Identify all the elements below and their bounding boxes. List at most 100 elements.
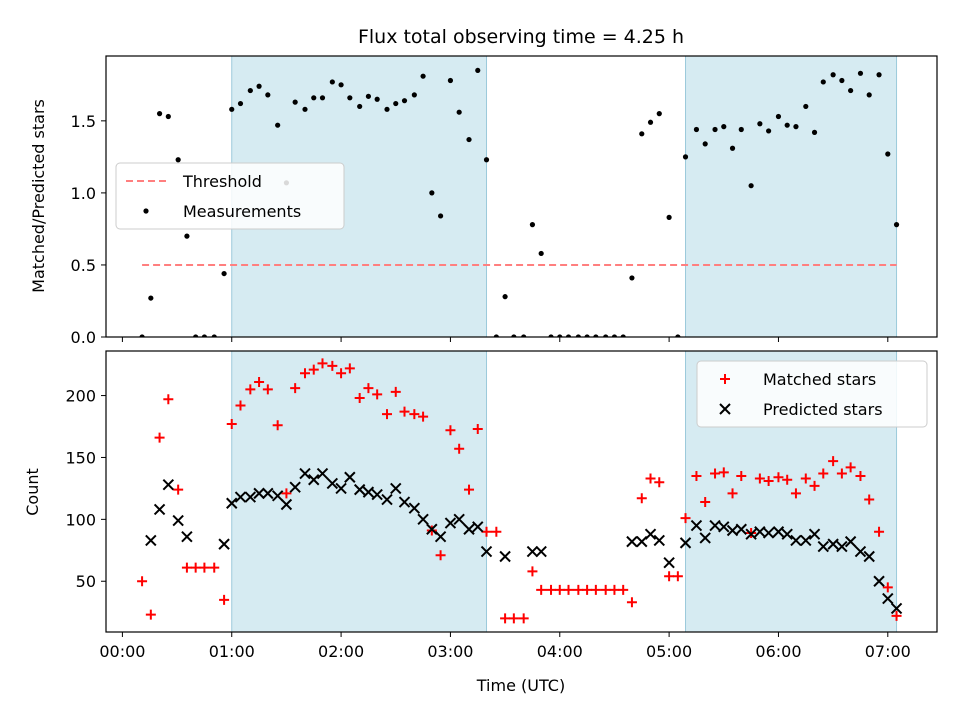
- bottom-matched-stars-point: [154, 432, 165, 443]
- bottom-matched-stars-point: [664, 571, 675, 582]
- bottom-matched-stars-point: [536, 584, 547, 595]
- top-measurements-point: [437, 213, 444, 219]
- top-measurements-point: [265, 92, 271, 98]
- top-measurements-point: [893, 222, 900, 228]
- top-measurements-point: [193, 334, 199, 337]
- bottom-predicted-stars-point: [335, 482, 347, 495]
- top-measurements-point: [374, 96, 380, 102]
- top-measurements-point: [702, 141, 708, 147]
- top-measurements-point: [784, 122, 790, 128]
- bottom-predicted-stars-point: [626, 535, 638, 548]
- top-measurements-point: [656, 111, 662, 117]
- chart-title: Flux total observing time = 4.25 h: [358, 26, 684, 48]
- top-measurements-point: [529, 222, 536, 228]
- top-measurements-point: [675, 334, 681, 337]
- bottom-matched-stars-point: [190, 562, 201, 573]
- top-measurements-point: [256, 83, 262, 89]
- top-measurements-point: [420, 73, 426, 79]
- top-axes-frame: [105, 55, 938, 338]
- bottom-predicted-stars-point: [808, 528, 821, 540]
- top-measurements-point: [156, 111, 163, 117]
- top-measurements-point: [475, 67, 481, 74]
- bottom-predicted-stars-point: [417, 513, 429, 526]
- bottom-matched-stars-point: [418, 411, 429, 422]
- top-measurements-point: [229, 106, 235, 112]
- bottom-matched-stars-point: [790, 488, 801, 499]
- top-measurements-point: [611, 334, 618, 337]
- bottom-predicted-stars-point: [844, 535, 857, 548]
- top-measurements-point: [830, 72, 836, 78]
- bottom-matched-stars-point: [327, 360, 338, 371]
- bottom-matched-stars-point: [626, 597, 637, 608]
- bottom-matched-stars-point: [563, 584, 574, 595]
- bottom-predicted-stars-point: [762, 527, 775, 539]
- bottom-matched-stars-point: [399, 406, 410, 417]
- bottom-predicted-stars-point: [244, 491, 257, 503]
- top-measurements-point: [483, 157, 490, 163]
- bottom-matched-stars-point: [137, 576, 148, 587]
- top-measurements-point: [148, 295, 154, 301]
- bottom-matched-stars-point: [472, 423, 483, 434]
- top-measurements-point: [712, 126, 718, 133]
- bottom-predicted-stars-point: [262, 487, 274, 500]
- bottom-predicted-stars-point: [882, 592, 894, 605]
- bottom-matched-stars-point: [836, 468, 847, 479]
- x-axis-label: Time (UTC): [476, 676, 565, 695]
- top-y-tick-label: 1.5: [71, 112, 96, 131]
- bottom-predicted-stars-point: [344, 471, 356, 483]
- top-measurements-point: [620, 334, 626, 337]
- x-tick-label: 05:00: [646, 642, 692, 661]
- bottom-matched-stars-point: [590, 584, 601, 595]
- bottom-matched-stars-point: [845, 462, 856, 473]
- bottom-matched-stars-point: [855, 471, 866, 482]
- top-y-axis-label: Matched/Predicted stars: [29, 99, 48, 293]
- top-measurements-point: [175, 157, 181, 163]
- top-measurements-point: [411, 92, 417, 98]
- legend-threshold-label: Threshold: [182, 172, 262, 191]
- top-measurements-point: [866, 92, 872, 98]
- legend-measurements-swatch: [143, 208, 149, 214]
- top-measurements-point: [466, 136, 472, 143]
- top-measurements-point: [275, 122, 281, 128]
- bottom-matched-stars-point: [727, 488, 738, 499]
- top-measurements-point: [820, 79, 826, 85]
- bottom-y-tick-label: 50: [76, 572, 96, 591]
- top-panel: 0.0 0.5 1.0 1.5 Threshold Measurements: [71, 55, 938, 347]
- bottom-points: [137, 358, 903, 624]
- top-measurements-point: [237, 100, 244, 107]
- bottom-matched-stars-point: [710, 468, 721, 479]
- top-measurements-point: [876, 72, 882, 78]
- bottom-predicted-stars-point: [434, 530, 447, 543]
- bottom-matched-stars-point: [691, 471, 702, 482]
- bottom-matched-stars-point: [500, 613, 511, 624]
- bottom-predicted-stars-point: [535, 545, 547, 558]
- bottom-matched-stars-point: [344, 363, 355, 374]
- bottom-predicted-stars-point: [526, 545, 539, 558]
- bottom-predicted-stars-point: [226, 497, 238, 509]
- bottom-predicted-stars-point: [453, 513, 465, 526]
- bottom-matched-stars-point: [609, 584, 620, 595]
- bottom-predicted-stars-point: [463, 523, 475, 535]
- top-observing-window-1: [685, 55, 898, 338]
- top-measurements-point: [775, 113, 782, 120]
- bottom-matched-stars-point: [718, 467, 729, 478]
- bottom-predicted-stars-point: [398, 496, 411, 508]
- x-tick-label: 07:00: [865, 642, 911, 661]
- bottom-legend: [696, 360, 928, 428]
- top-measurements-point: [639, 131, 645, 137]
- bottom-matched-stars-point: [209, 562, 220, 573]
- top-measurements-point: [857, 70, 864, 76]
- top-y-tick-label: 1.0: [71, 184, 96, 203]
- top-measurements-point: [748, 183, 754, 189]
- bottom-matched-stars-point: [736, 471, 747, 482]
- top-measurements-point: [211, 334, 217, 337]
- x-tick-label: 00:00: [99, 642, 145, 661]
- bottom-predicted-stars-point: [745, 528, 757, 540]
- legend-matched-swatch: [720, 374, 730, 384]
- top-measurements-point: [757, 121, 763, 127]
- bottom-matched-stars-point: [254, 376, 265, 387]
- top-measurements-point: [738, 126, 744, 133]
- bottom-predicted-stars-point: [408, 502, 421, 514]
- bottom-matched-stars-point: [262, 384, 273, 395]
- top-measurements-point: [693, 126, 700, 133]
